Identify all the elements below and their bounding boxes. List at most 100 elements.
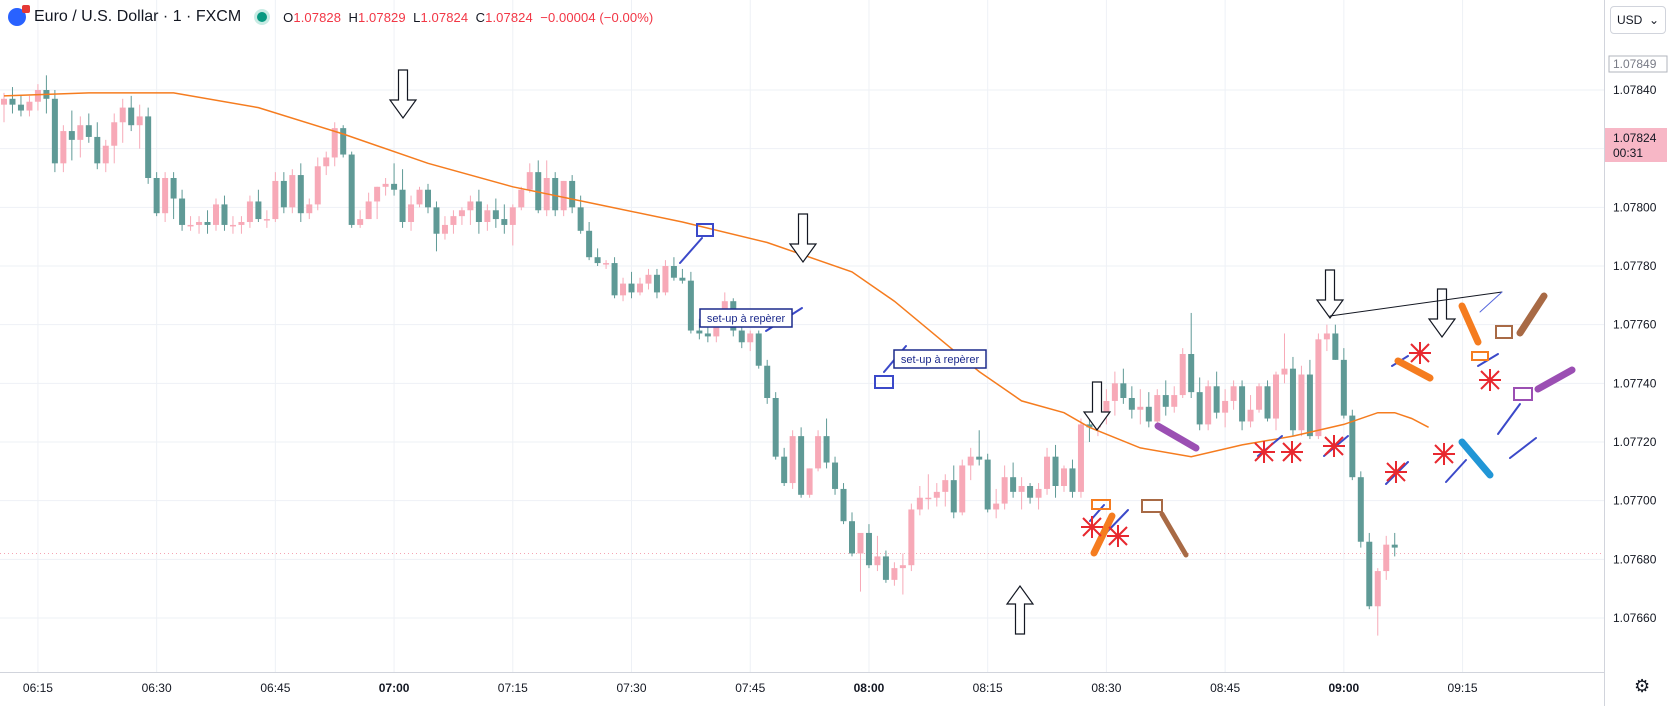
candle[interactable] (518, 186, 525, 211)
candle[interactable] (976, 430, 983, 466)
candle[interactable] (1239, 380, 1246, 431)
candle[interactable] (1196, 377, 1203, 431)
candle[interactable] (857, 532, 864, 592)
candle[interactable] (764, 359, 771, 404)
candle[interactable] (1230, 380, 1237, 410)
candle[interactable] (433, 201, 440, 252)
candle[interactable] (899, 553, 906, 595)
candle[interactable] (1010, 462, 1017, 498)
candle[interactable] (1366, 532, 1373, 610)
candle[interactable] (1383, 535, 1390, 580)
candle[interactable] (526, 163, 533, 193)
candle[interactable] (1273, 371, 1279, 431)
candle[interactable] (747, 330, 754, 352)
asterisk-icon[interactable] (1281, 441, 1303, 463)
candle[interactable] (221, 195, 228, 231)
candle[interactable] (102, 139, 109, 173)
pen-stroke[interactable] (679, 237, 703, 264)
candle[interactable] (1162, 380, 1169, 416)
candle[interactable] (68, 110, 75, 161)
marker-box[interactable] (874, 375, 894, 389)
candle[interactable] (204, 210, 211, 234)
candle[interactable] (645, 268, 652, 290)
candle[interactable] (1, 92, 7, 123)
asterisk-icon[interactable] (1409, 342, 1431, 364)
candle[interactable] (1077, 418, 1084, 498)
candle[interactable] (1315, 333, 1322, 440)
candle[interactable] (153, 172, 160, 217)
arrow-down-icon[interactable] (388, 69, 418, 120)
candle[interactable] (1103, 389, 1110, 425)
candle[interactable] (1391, 532, 1398, 557)
candle[interactable] (94, 122, 101, 170)
candle[interactable] (145, 107, 152, 184)
candle[interactable] (755, 330, 762, 369)
candle[interactable] (586, 222, 593, 261)
candle[interactable] (467, 195, 474, 225)
candle[interactable] (942, 474, 949, 507)
highlight-stroke[interactable] (1394, 357, 1434, 382)
candle[interactable] (611, 257, 618, 299)
candle[interactable] (1247, 395, 1254, 428)
candle[interactable] (314, 157, 321, 211)
marker-box[interactable] (1091, 499, 1111, 510)
candle[interactable] (908, 503, 915, 572)
candle[interactable] (1052, 444, 1059, 498)
candle[interactable] (85, 113, 92, 143)
candle[interactable] (628, 271, 635, 299)
candle[interactable] (255, 189, 262, 222)
pen-stroke[interactable] (1497, 403, 1521, 435)
arrow-down-icon[interactable] (1082, 381, 1112, 432)
candle[interactable] (882, 550, 889, 583)
asterisk-icon[interactable] (1479, 369, 1501, 391)
candle[interactable] (560, 180, 567, 217)
marker-box[interactable] (1141, 499, 1163, 513)
candle[interactable] (1027, 483, 1034, 504)
candle[interactable] (280, 172, 287, 214)
candle[interactable] (865, 524, 872, 569)
candle[interactable] (1281, 333, 1288, 384)
candle[interactable] (323, 151, 330, 176)
candle[interactable] (441, 216, 448, 240)
candle[interactable] (119, 98, 126, 143)
candle[interactable] (1120, 368, 1127, 404)
candle[interactable] (382, 178, 389, 196)
setup-label[interactable]: set-up à repèrer (893, 349, 987, 369)
candle[interactable] (1154, 389, 1161, 428)
candle[interactable] (340, 125, 347, 158)
asterisk-icon[interactable] (1433, 443, 1455, 465)
candle[interactable] (399, 169, 406, 228)
candle[interactable] (832, 456, 839, 495)
candle[interactable] (213, 198, 219, 231)
candle[interactable] (297, 163, 304, 222)
candle[interactable] (289, 169, 296, 214)
asterisk-icon[interactable] (1323, 435, 1345, 457)
candle[interactable] (1035, 483, 1042, 510)
highlight-stroke[interactable] (1159, 511, 1189, 558)
trend-line[interactable] (1479, 291, 1503, 313)
highlight-stroke[interactable] (1090, 512, 1116, 557)
candle[interactable] (1128, 386, 1135, 419)
candle[interactable] (450, 210, 457, 234)
candle[interactable] (637, 277, 643, 296)
candle[interactable] (1044, 447, 1051, 495)
candle[interactable] (1188, 312, 1195, 398)
candle[interactable] (331, 122, 338, 167)
price-scale[interactable]: 1.078401.078201.078001.077801.077601.077… (1604, 0, 1676, 706)
highlight-stroke[interactable] (1534, 366, 1576, 393)
candle[interactable] (179, 189, 186, 231)
candle[interactable] (246, 195, 253, 228)
arrow-down-icon[interactable] (1427, 288, 1457, 339)
candle[interactable] (170, 172, 177, 220)
currency-dropdown[interactable]: USD ⌄ (1610, 6, 1666, 34)
trend-line[interactable] (1329, 291, 1503, 317)
candle[interactable] (1069, 459, 1076, 498)
candle[interactable] (60, 125, 67, 173)
pen-stroke[interactable] (1509, 437, 1537, 459)
symbol-title[interactable]: Euro / U.S. Dollar · 1 · FXCM (34, 8, 242, 25)
candle[interactable] (475, 189, 482, 234)
candle[interactable] (891, 562, 898, 586)
marker-box[interactable] (1513, 387, 1533, 401)
candle[interactable] (1374, 568, 1381, 636)
